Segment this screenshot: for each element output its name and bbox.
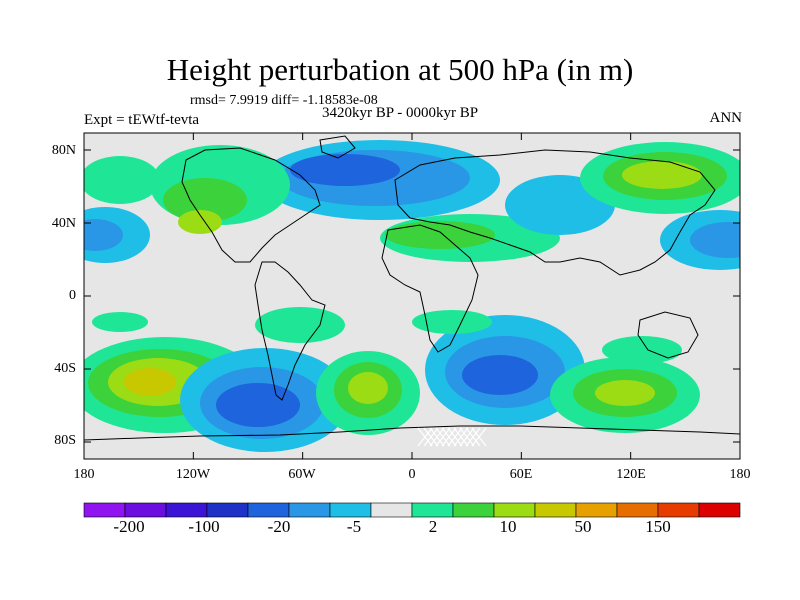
hatch-line xyxy=(435,427,451,447)
colorbar-box xyxy=(288,502,331,518)
colorbar-box xyxy=(657,502,700,518)
colorbar-box xyxy=(247,502,290,518)
anomaly-pos-south-australia-inner xyxy=(595,380,655,406)
colorbar-label: -20 xyxy=(267,517,291,536)
anomaly-neg-drake-inner xyxy=(216,383,300,427)
anomaly-neg-south-indian-inner xyxy=(462,355,538,395)
colorbar-box xyxy=(616,502,659,518)
colorbar-box xyxy=(165,502,208,518)
colorbar xyxy=(83,502,741,518)
anomaly-pos-tropical-pacific xyxy=(92,312,148,332)
anomaly-pos-north-asia-inner xyxy=(622,161,702,189)
colorbar-box xyxy=(493,502,536,518)
colorbar-label: -200 xyxy=(113,517,145,536)
anomaly-pos-south-atlantic-inner xyxy=(348,372,388,404)
hatch-line xyxy=(417,427,433,447)
hatch-line xyxy=(453,427,469,447)
colorbar-box xyxy=(534,502,577,518)
hatch-line xyxy=(471,427,487,447)
anomaly-pos-tropical-west-pacific xyxy=(602,336,682,364)
eurasia-coast xyxy=(394,149,716,276)
greenland-coast xyxy=(319,135,356,159)
hatch-line xyxy=(429,427,445,447)
lon-label: 60E xyxy=(509,467,533,482)
anomaly-pos-north-pacific xyxy=(84,156,160,204)
anomaly-neg-north-pacific-east-core xyxy=(690,222,740,258)
stats-line: rmsd= 7.9919 diff= -1.18583e-08 xyxy=(190,93,378,108)
anomaly-neg-north-atlantic-inner xyxy=(290,154,400,186)
colorbar-label: 50 xyxy=(574,517,592,536)
colorbar-label: -100 xyxy=(188,517,220,536)
colorbar-box xyxy=(575,502,618,518)
anomaly-pos-south-pacific-peak xyxy=(124,368,176,396)
colorbar-box xyxy=(124,502,167,518)
colorbar-box xyxy=(83,502,126,518)
lon-label: 180 xyxy=(729,467,751,482)
lat-label: 80S xyxy=(54,433,76,448)
colorbar-label: 150 xyxy=(645,517,671,536)
colorbar-label: 10 xyxy=(499,517,517,536)
lon-label: 120E xyxy=(616,467,646,482)
colorbar-box xyxy=(206,502,249,518)
lon-label: 180 xyxy=(73,467,95,482)
anomaly-pos-south-america xyxy=(255,307,345,343)
season-label: ANN xyxy=(709,110,743,126)
lat-label: 40N xyxy=(51,216,76,231)
lon-label: 0 xyxy=(408,467,416,482)
axis-ticks xyxy=(83,133,741,459)
anomaly-neg-north-pacific-west-core xyxy=(84,219,123,251)
south-america-coast xyxy=(254,261,326,401)
colorbar-label: 2 xyxy=(428,517,438,536)
height-field xyxy=(84,133,740,459)
colorbar-box xyxy=(698,502,741,518)
lat-label: 80N xyxy=(51,143,76,158)
hatch-pattern xyxy=(417,427,487,447)
hatch-line xyxy=(423,427,439,447)
lat-label: 0 xyxy=(69,288,76,303)
lon-label: 120W xyxy=(175,467,211,482)
australia-coast xyxy=(637,311,699,359)
anomaly-pos-north-america-inner xyxy=(178,210,222,234)
period-label: 3420kyr BP - 0000kyr BP xyxy=(322,105,479,121)
antarctica-coast xyxy=(84,425,740,441)
lon-label: 60W xyxy=(288,467,316,482)
colorbar-box xyxy=(452,502,495,518)
plot-title: Height perturbation at 500 hPa (in m) xyxy=(166,52,634,87)
anomaly-pos-africa-east xyxy=(412,310,492,334)
hatch-line xyxy=(447,427,463,447)
north-america-coast xyxy=(181,147,321,263)
colorbar-box xyxy=(411,502,454,518)
lat-label: 40S xyxy=(54,361,76,376)
hatch-line xyxy=(441,427,457,447)
colorbar-box xyxy=(370,502,413,518)
colorbar-label: -5 xyxy=(346,517,362,536)
colorbar-box xyxy=(329,502,372,518)
experiment-label: Expt = tEWtf-tevta xyxy=(84,112,200,128)
africa-coast xyxy=(381,224,479,353)
anomaly-pos-mediterranean-core xyxy=(385,221,495,249)
anomaly-pos-north-america-core xyxy=(163,178,247,222)
hatch-line xyxy=(459,427,475,447)
hatch-line xyxy=(465,427,481,447)
coastlines xyxy=(84,135,740,441)
